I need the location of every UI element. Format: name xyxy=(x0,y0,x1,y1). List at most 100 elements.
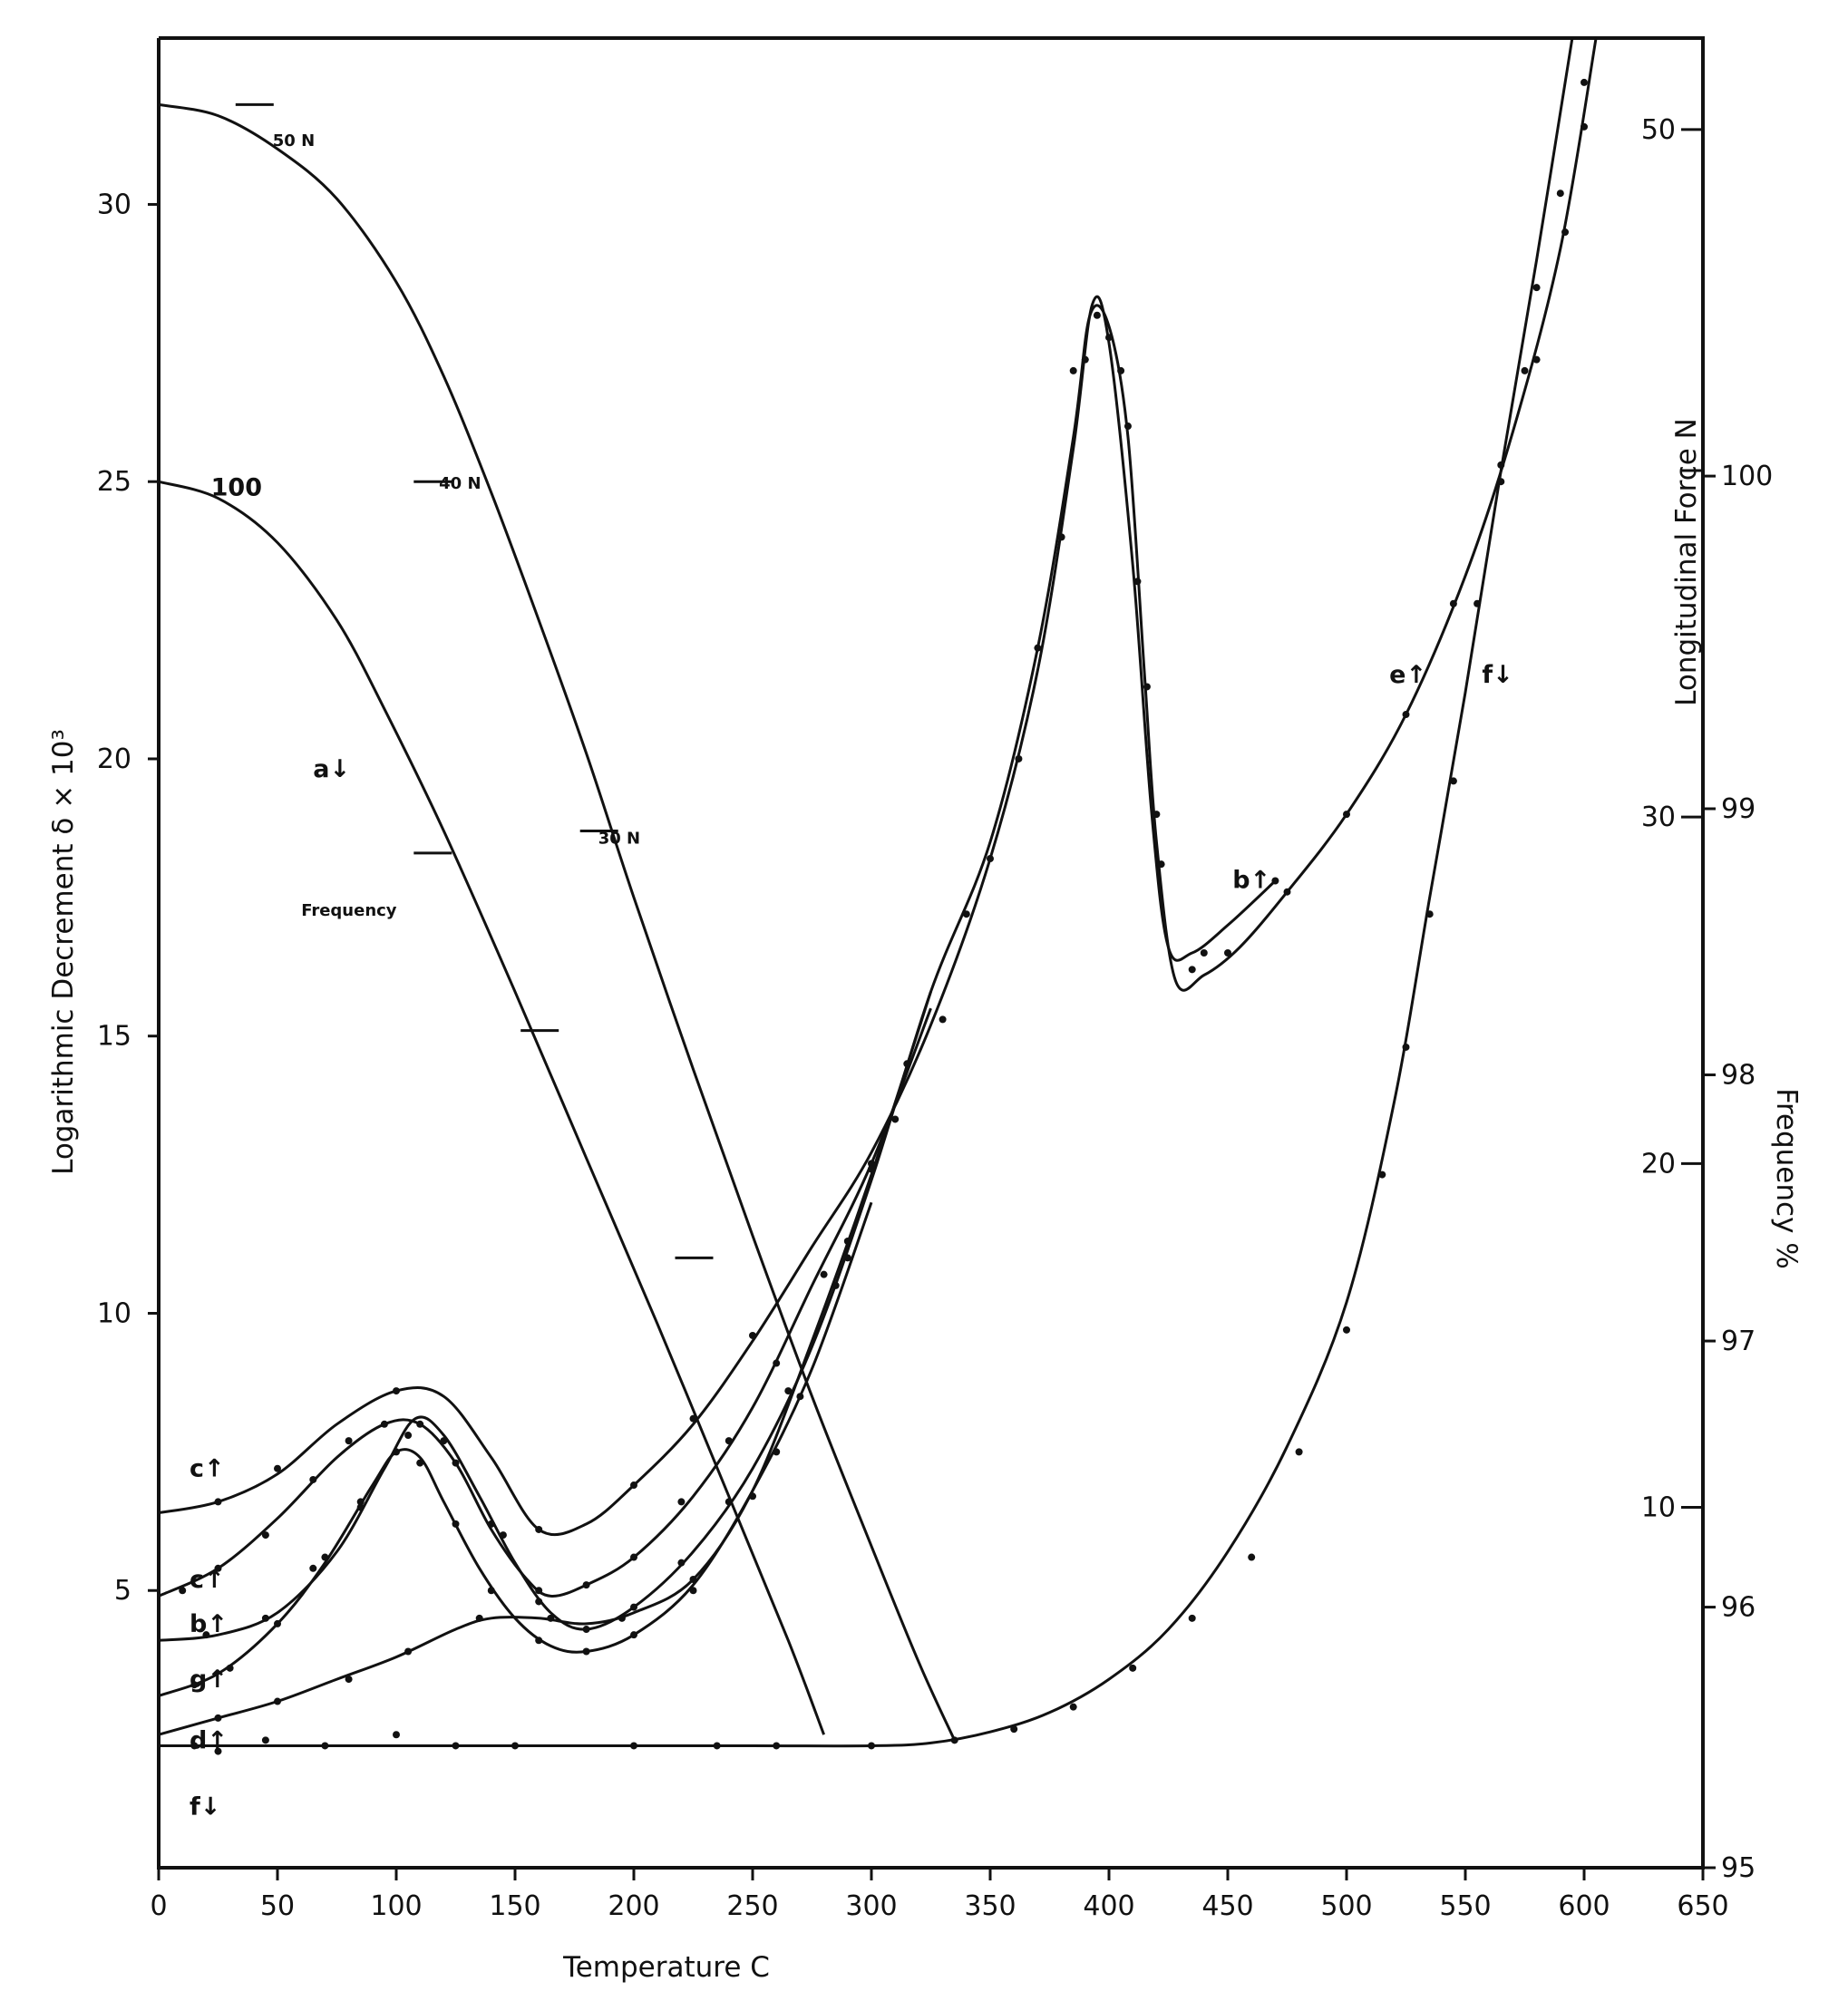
series-6-point xyxy=(868,1742,875,1750)
series-6-point xyxy=(1449,777,1457,785)
frequency-tick-label: 98 xyxy=(1721,1060,1756,1092)
series-3-point xyxy=(1188,966,1196,974)
series-3-point xyxy=(1081,355,1089,364)
series-3-point xyxy=(1532,355,1541,364)
series-4-point xyxy=(843,1254,851,1262)
series-4-point xyxy=(321,1553,329,1561)
frequency-axis-title: Frequency % xyxy=(1770,1088,1803,1268)
series-3-point xyxy=(903,1060,911,1068)
x-tick-label: 600 xyxy=(1558,1890,1610,1922)
series-3-point xyxy=(677,1559,686,1567)
curves-layer xyxy=(158,37,1598,1748)
series-6-point xyxy=(1069,1703,1077,1711)
x-tick-label: 350 xyxy=(964,1890,1016,1922)
series-6-point xyxy=(1556,189,1564,198)
series-4-point xyxy=(226,1664,234,1672)
series-6-point xyxy=(1188,1614,1196,1622)
series-1-point xyxy=(1153,811,1161,819)
x-tick-label: 100 xyxy=(370,1890,422,1922)
series-3-point xyxy=(843,1237,851,1245)
series-3-point xyxy=(1561,228,1570,237)
series-1-point xyxy=(1034,644,1042,652)
series-3-point xyxy=(404,1432,413,1440)
series-6-point xyxy=(393,1731,400,1739)
x-tick-label: 550 xyxy=(1439,1890,1491,1922)
series-3-point xyxy=(1157,860,1165,869)
series-1-point xyxy=(939,1015,947,1024)
series-1-point xyxy=(689,1414,697,1423)
series-6-point xyxy=(713,1742,721,1750)
tick-layer: 0 50 100 150 200 250 300 350 400 450 500 550 600 6505… xyxy=(97,114,1773,1922)
series-2-point xyxy=(309,1475,317,1483)
force-axis-title: Longitudinal Force N xyxy=(1670,418,1703,706)
force-tick-label: 30 xyxy=(1641,801,1676,833)
series-1-label: c↑ xyxy=(190,1455,225,1483)
series-3-point xyxy=(1015,754,1023,763)
series-1-point xyxy=(1133,578,1142,586)
series-3-point xyxy=(1224,949,1231,957)
annotation-label: e↑ xyxy=(1389,661,1426,689)
x-tick-label: 150 xyxy=(489,1890,540,1922)
series-6-point xyxy=(630,1742,637,1750)
series-5-line xyxy=(158,991,932,1736)
x-tick-label: 500 xyxy=(1320,1890,1372,1922)
series-5-point xyxy=(547,1614,555,1622)
labels-layer: c↑ c↑ b↑ g↑ d↑ f↓ 50 N 100 40 N 30 N b↑ e↑ f↓ a↓ Frequ… xyxy=(190,131,1513,1821)
annotation-label: 40 N xyxy=(439,474,481,493)
series-3-point xyxy=(1057,533,1065,541)
series-4-point xyxy=(535,1637,543,1645)
series-1-point xyxy=(630,1481,637,1490)
series-6-point xyxy=(1129,1664,1137,1672)
series-5-point xyxy=(832,1281,840,1289)
series-5-point xyxy=(274,1697,281,1705)
x-tick-label: 650 xyxy=(1677,1890,1728,1922)
frequency-tick-label: 95 xyxy=(1721,1852,1756,1884)
series-5-point xyxy=(618,1614,626,1622)
series-4-point xyxy=(274,1619,281,1627)
plot-frame xyxy=(157,36,1705,1870)
series-4-point xyxy=(689,1587,697,1595)
series-4-point xyxy=(356,1498,365,1506)
series-6-line xyxy=(158,37,1574,1748)
series-2-point xyxy=(214,1564,222,1572)
series-4-point xyxy=(796,1393,804,1401)
series-1-point xyxy=(1271,877,1279,885)
y-tick-label: 30 xyxy=(97,189,131,220)
x-tick-label: 200 xyxy=(608,1890,659,1922)
series-3-point xyxy=(202,1631,210,1639)
series-6-point xyxy=(1248,1553,1256,1561)
annotation-label: f↓ xyxy=(1482,661,1512,689)
series-2-label: c↑ xyxy=(190,1566,225,1594)
series-6-point xyxy=(1425,910,1434,918)
series-1-point xyxy=(1093,311,1101,319)
frequency-tick-label: 96 xyxy=(1721,1592,1756,1624)
series-4-point xyxy=(190,1681,199,1689)
series-1-point xyxy=(274,1464,281,1472)
series-3-point xyxy=(1497,461,1505,469)
series-3-point xyxy=(1143,683,1151,691)
series-6-point xyxy=(261,1736,269,1744)
series-3-point xyxy=(1105,334,1113,342)
series-4-point xyxy=(393,1448,400,1456)
series-3-point xyxy=(1283,888,1291,896)
x-tick-label: 450 xyxy=(1201,1890,1253,1922)
series-2-point xyxy=(535,1587,543,1595)
series-5-point xyxy=(475,1614,483,1622)
annotation-label: a↓ xyxy=(313,755,350,783)
series-6-point xyxy=(1532,284,1541,292)
series-3-point xyxy=(261,1614,269,1622)
series-6-point xyxy=(1295,1448,1303,1456)
annotation-label: Frequency xyxy=(301,901,397,920)
series-5-point xyxy=(345,1676,353,1684)
series-1-point xyxy=(1117,366,1125,374)
series-3-point xyxy=(1402,711,1410,719)
series-3-point xyxy=(487,1520,495,1528)
x-tick-label: 300 xyxy=(845,1890,897,1922)
series-2-point xyxy=(582,1581,590,1589)
series-4-point xyxy=(452,1520,460,1528)
series-6-point xyxy=(1343,1326,1350,1334)
y-tick-label: 10 xyxy=(97,1297,131,1329)
series-1-point xyxy=(1200,949,1208,957)
y-tick-label: 25 xyxy=(97,466,131,498)
